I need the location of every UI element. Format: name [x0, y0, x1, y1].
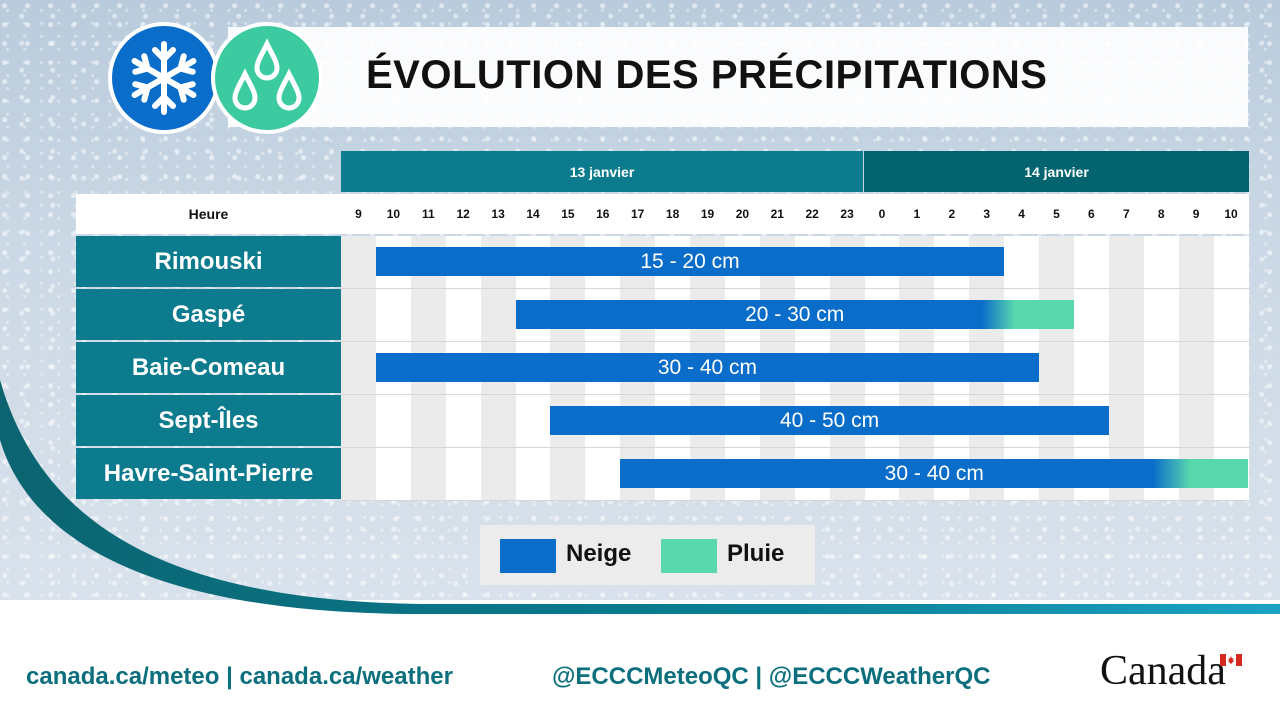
precipitation-amount: 30 - 40 cm: [657, 355, 758, 379]
location-row: Rimouski 15 - 20 cm: [76, 236, 1249, 289]
snowflake-icon: [108, 22, 220, 134]
legend-rain-swatch: [661, 539, 717, 573]
hour-header-row: Heure 9 10 11 12 13 14 15 16 17 18 19 20 21 22 23 0 1 2 3 4…: [76, 194, 1249, 234]
hour-cell: 13: [491, 207, 505, 221]
location-row: Baie-Comeau 30 - 40 cm: [76, 342, 1249, 395]
hour-cell: 10: [1224, 207, 1238, 221]
precipitation-amount: 15 - 20 cm: [640, 249, 740, 273]
hour-cell: 11: [421, 207, 435, 221]
hour-cell: 17: [631, 207, 645, 221]
row-divider: [341, 500, 1249, 501]
hour-cell: 16: [596, 207, 610, 221]
hour-cell: 19: [700, 207, 715, 221]
date-13-janvier: 13 janvier: [341, 151, 863, 192]
location-row: Gaspé 20 - 30 cm: [76, 289, 1249, 342]
hour-cell: 20: [735, 207, 750, 221]
hour-cell: 22: [805, 207, 819, 221]
precipitation-amount: 20 - 30 cm: [745, 302, 845, 326]
website-links[interactable]: canada.ca/meteo | canada.ca/weather: [26, 663, 453, 690]
date-14-janvier: 14 janvier: [864, 151, 1249, 192]
legend: Neige Pluie: [480, 525, 815, 585]
precipitation-bar: 30 - 40 cm: [620, 459, 1249, 488]
raindrops-icon: [211, 22, 323, 134]
hour-cell: 4: [1018, 207, 1025, 221]
legend-snow-label: Neige: [566, 540, 632, 567]
precipitation-amount: 40 - 50 cm: [779, 408, 880, 432]
location-row: Sept-Îles 40 - 50 cm: [76, 395, 1249, 448]
location-name: Baie-Comeau: [76, 342, 341, 393]
page-title: ÉVOLUTION DES PRÉCIPITATIONS: [366, 53, 1048, 97]
hour-cell: 15: [561, 207, 575, 221]
hour-cell: 2: [948, 207, 956, 221]
row-divider: [341, 288, 1249, 289]
legend-rain-label: Pluie: [727, 540, 785, 567]
hour-cell: 23: [840, 207, 854, 221]
location-name: Havre-Saint-Pierre: [76, 448, 341, 499]
canada-wordmark: Canada: [1100, 648, 1226, 694]
precipitation-amount: 30 - 40 cm: [884, 461, 984, 485]
social-handles[interactable]: @ECCCMeteoQC | @ECCCWeatherQC: [552, 663, 991, 690]
location-name: Sept-Îles: [76, 395, 341, 446]
precipitation-bar: 20 - 30 cm: [515, 300, 1074, 329]
hour-cell: 14: [526, 207, 540, 221]
row-divider: [341, 394, 1249, 395]
title-banner: ÉVOLUTION DES PRÉCIPITATIONS: [228, 27, 1248, 127]
location-row: Havre-Saint-Pierre 30 - 40 cm: [76, 448, 1249, 501]
hour-cell: 3: [983, 207, 991, 221]
hour-cell: 9: [1192, 207, 1200, 221]
hour-cell: 21: [770, 207, 784, 221]
precipitation-bar: 15 - 20 cm: [375, 247, 1005, 276]
precipitation-bar: 30 - 40 cm: [375, 353, 1039, 382]
grid-stripe: [1108, 236, 1144, 501]
location-name: Rimouski: [76, 236, 341, 287]
hour-cell: 12: [456, 207, 470, 221]
grid-stripe: [1178, 236, 1214, 501]
hour-cell: 9: [355, 207, 362, 221]
row-divider: [341, 341, 1249, 342]
hour-cell: 6: [1088, 207, 1095, 221]
canada-flag-icon: [1220, 654, 1242, 666]
hour-cell: 1: [913, 207, 921, 221]
hour-cell: 10: [386, 207, 401, 221]
date-header: 13 janvier 14 janvier: [341, 151, 1249, 192]
hour-label: Heure: [188, 206, 229, 222]
hour-cell: 8: [1157, 207, 1165, 221]
hour-cell: 5: [1053, 207, 1060, 221]
hour-cell: 18: [665, 207, 680, 221]
precipitation-bar: 40 - 50 cm: [550, 406, 1109, 435]
hour-cell: 7: [1122, 207, 1130, 221]
grid-stripe: [1039, 236, 1074, 501]
legend-snow-swatch: [500, 539, 556, 573]
grid-stripe: [341, 236, 376, 501]
location-name: Gaspé: [76, 289, 341, 340]
row-divider: [341, 447, 1249, 448]
hour-cell: 0: [878, 207, 886, 221]
